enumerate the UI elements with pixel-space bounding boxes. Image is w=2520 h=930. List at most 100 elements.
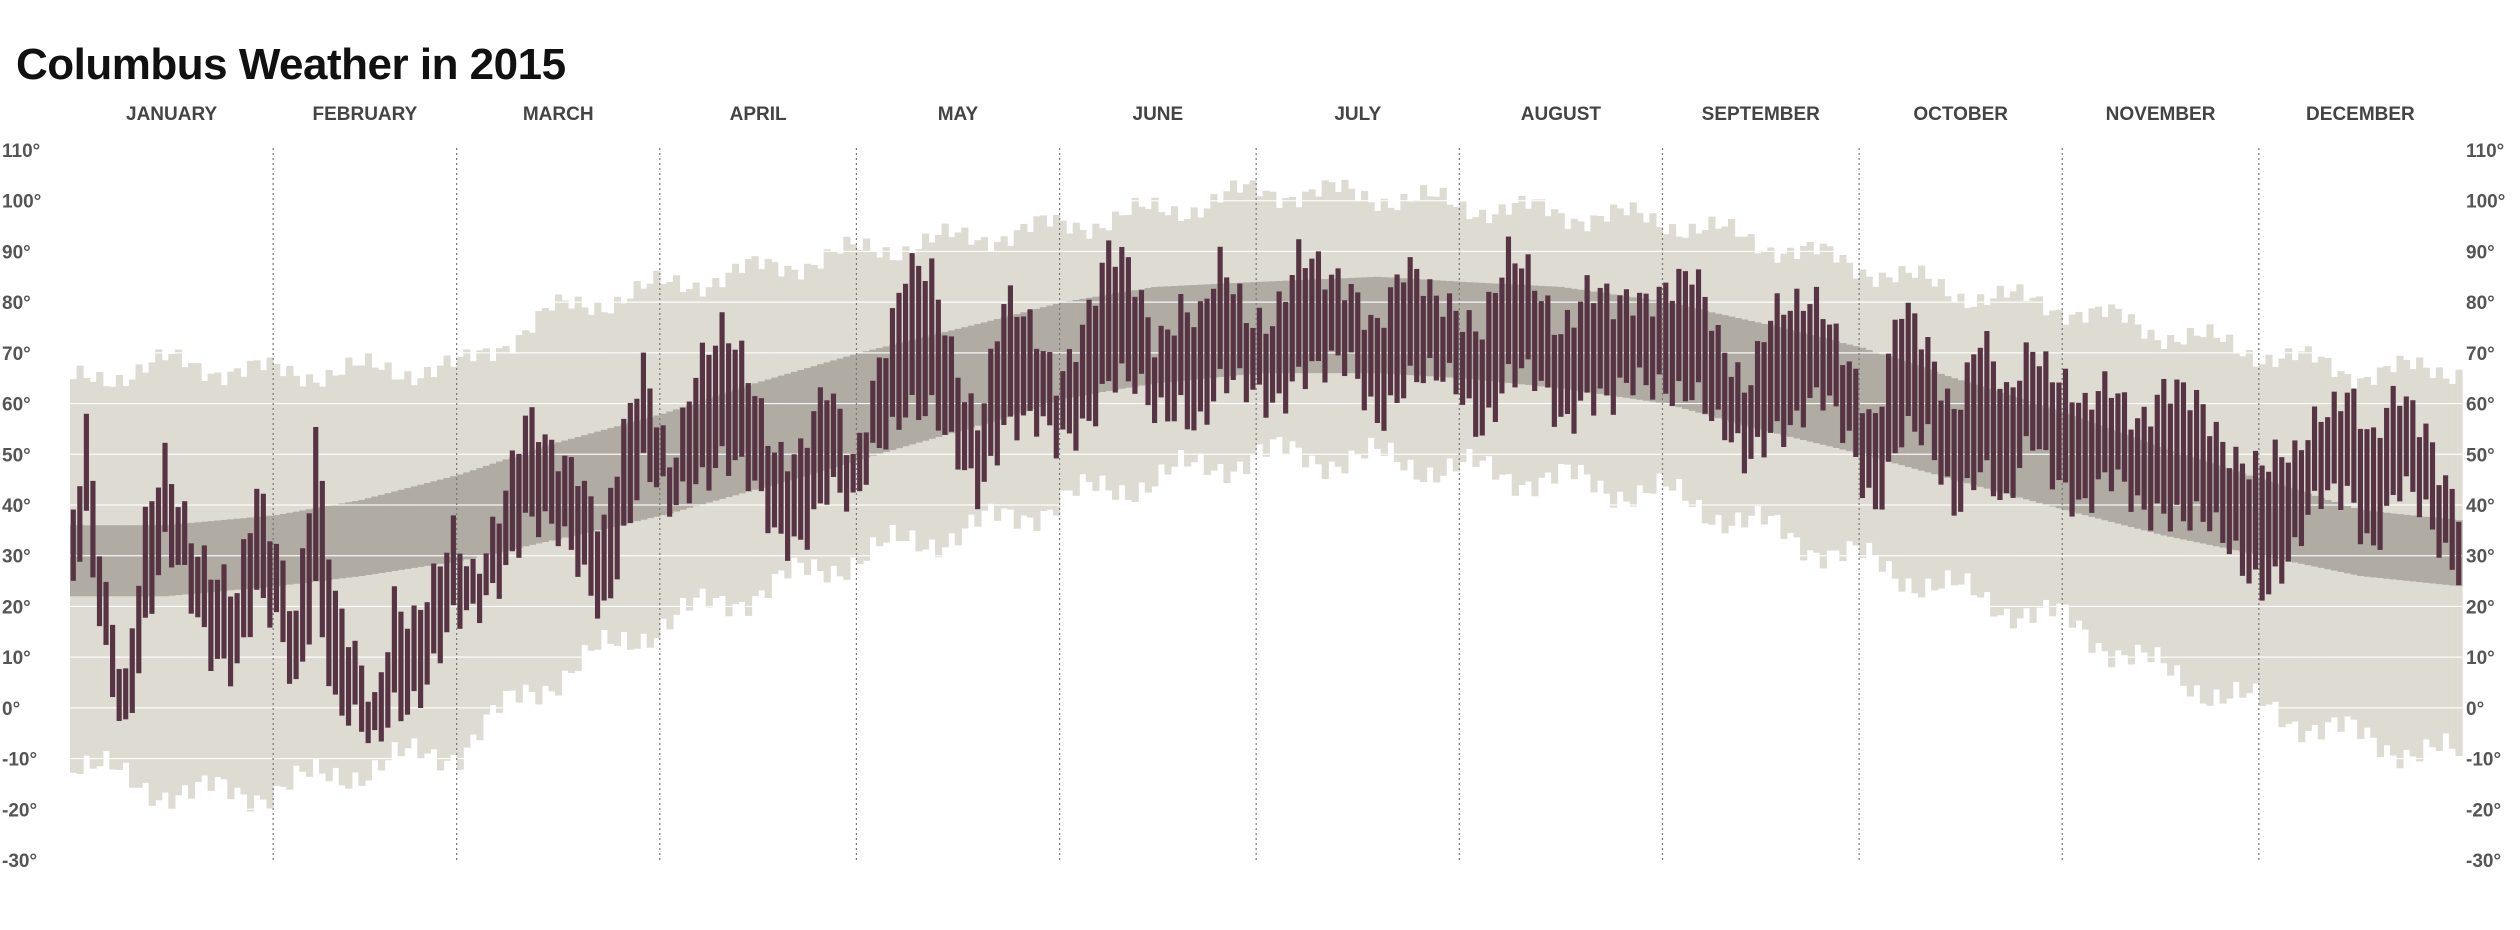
y-tick-label: 90° <box>2 242 31 263</box>
actual-temp-bar <box>1210 288 1217 402</box>
actual-temp-bar <box>162 442 168 532</box>
actual-temp-bar <box>1879 406 1885 510</box>
actual-temp-bar <box>837 408 843 493</box>
normal-band <box>2114 432 2122 524</box>
actual-temp-bar <box>2279 457 2285 584</box>
actual-temp-bar <box>601 514 607 601</box>
y-tick-label: 70° <box>2466 344 2495 365</box>
actual-temp-bar <box>450 515 456 606</box>
y-tick-label: 40° <box>2 496 31 517</box>
actual-temp-bar <box>1813 286 1820 388</box>
actual-temp-bar <box>2187 410 2193 531</box>
actual-temp-bar <box>2449 488 2455 570</box>
normal-band <box>2416 516 2424 583</box>
actual-temp-bar <box>1741 392 1747 474</box>
actual-temp-bar <box>2311 406 2318 491</box>
actual-temp-bar <box>2344 392 2350 486</box>
normal-band <box>974 324 982 426</box>
actual-temp-bar <box>1289 275 1295 382</box>
actual-temp-bar <box>1230 294 1236 380</box>
actual-temp-bar <box>1859 413 1865 499</box>
actual-temp-bar <box>2095 391 2101 480</box>
actual-temp-bar <box>902 283 909 418</box>
normal-band <box>286 512 294 585</box>
actual-temp-bar <box>2377 437 2383 550</box>
normal-band <box>961 327 969 430</box>
actual-temp-bar <box>1486 291 1492 408</box>
actual-temp-bar <box>2410 400 2416 492</box>
normal-band <box>1151 286 1159 384</box>
y-tick-label: 20° <box>2466 597 2495 618</box>
actual-temp-bar <box>542 434 548 512</box>
actual-temp-bar <box>608 487 614 599</box>
actual-temp-bar <box>1885 353 1892 462</box>
normal-band <box>594 431 602 531</box>
actual-temp-bar <box>778 441 784 534</box>
actual-temp-bar <box>175 507 181 565</box>
y-tick-label: 10° <box>2 648 31 669</box>
actual-temp-bar <box>2102 371 2108 473</box>
actual-temp-bar <box>424 602 430 685</box>
actual-temp-bar <box>2397 405 2403 502</box>
actual-temp-bar <box>477 573 483 624</box>
actual-temp-bar <box>208 579 214 672</box>
normal-band <box>482 465 491 555</box>
actual-temp-bar <box>1315 251 1322 361</box>
actual-temp-bar <box>1112 266 1118 393</box>
actual-temp-bar <box>1853 368 1859 457</box>
actual-temp-bar <box>332 590 338 695</box>
actual-temp-bar <box>1446 293 1453 363</box>
actual-temp-bar <box>2010 387 2016 498</box>
actual-temp-bar <box>1545 295 1551 388</box>
normal-band <box>718 394 726 499</box>
actual-temp-bar <box>1787 310 1793 426</box>
month-label: JULY <box>1334 104 1381 125</box>
actual-temp-bar <box>758 398 764 492</box>
normal-band <box>2042 407 2050 505</box>
actual-temp-bar <box>136 585 142 674</box>
actual-temp-bar <box>857 432 863 492</box>
actual-temp-bar <box>640 352 647 453</box>
actual-temp-bar <box>1322 289 1328 383</box>
actual-temp-bar <box>1728 376 1734 443</box>
actual-temp-bar <box>1944 388 1951 477</box>
actual-temp-bar <box>1328 274 1335 351</box>
actual-temp-bar <box>1899 318 1905 448</box>
normal-band <box>384 493 392 572</box>
actual-temp-bar <box>994 341 1000 466</box>
actual-temp-bar <box>1689 284 1695 401</box>
actual-temp-bar <box>850 453 856 493</box>
actual-temp-bar <box>791 454 797 537</box>
actual-temp-bar <box>896 292 902 430</box>
actual-temp-bar <box>2259 465 2265 601</box>
actual-temp-bar <box>529 407 535 517</box>
actual-temp-bar <box>909 253 915 395</box>
actual-temp-bar <box>149 501 155 614</box>
actual-temp-bar <box>693 377 699 485</box>
actual-temp-bar <box>647 388 653 483</box>
actual-temp-bar <box>876 357 882 449</box>
actual-temp-bar <box>280 560 286 643</box>
normal-band <box>2317 497 2325 568</box>
normal-band <box>227 519 235 591</box>
normal-band <box>358 499 366 576</box>
y-tick-label: -10° <box>2466 750 2501 771</box>
normal-band <box>476 468 484 557</box>
actual-temp-bar <box>1827 324 1833 396</box>
actual-temp-bar <box>922 281 928 417</box>
y-tick-label: 20° <box>2 597 31 618</box>
actual-temp-bar <box>1066 349 1072 434</box>
actual-temp-bar <box>169 484 175 568</box>
normal-band <box>2363 510 2371 577</box>
actual-temp-bar <box>214 579 221 659</box>
y-tick-label: -30° <box>2466 851 2501 872</box>
y-tick-label: 110° <box>2 141 40 162</box>
actual-temp-bar <box>706 354 712 491</box>
month-labels: JANUARY FEBRUARY MARCH APRIL MAY JUNE JULY AUGU… <box>126 104 2415 125</box>
actual-temp-bar <box>188 543 194 614</box>
actual-temp-bar <box>1414 268 1420 383</box>
actual-temp-bar <box>2220 441 2226 543</box>
actual-temp-bar <box>1695 269 1702 383</box>
actual-temp-bar <box>313 426 319 581</box>
normal-band <box>1380 277 1388 374</box>
